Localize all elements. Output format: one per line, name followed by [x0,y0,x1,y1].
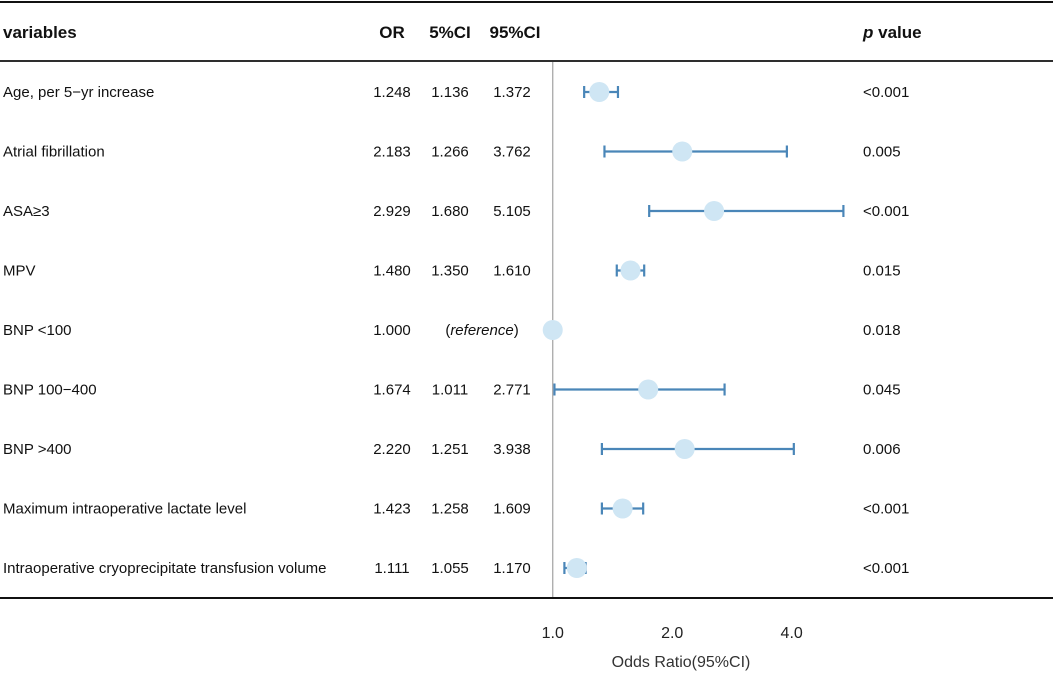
point-estimate [672,141,693,162]
row-upper-ci: 2.771 [493,382,531,399]
x-tick-label: 1.0 [542,625,564,642]
row-p-value: 0.018 [863,322,901,339]
x-tick-label: 2.0 [661,625,683,642]
point-estimate [674,439,695,459]
row-upper-ci: 1.610 [493,263,531,280]
row-p-value: <0.001 [863,84,909,101]
header-upper-ci: 95%CI [489,23,540,42]
row-or: 1.248 [373,84,411,101]
header-lower-ci: 5%CI [429,23,471,42]
row-p-value: 0.006 [863,441,901,458]
reference-open-paren: ( [445,322,450,339]
header-p-italic: p [862,23,873,42]
point-estimate [638,379,659,400]
header-p-rest: value [873,23,921,42]
reference-word: reference [450,322,513,339]
header-variables: variables [3,23,77,42]
row-or: 1.480 [373,263,411,280]
row-lower-ci: 1.011 [432,382,468,399]
row-label: BNP 100−400 [3,382,97,399]
point-estimate [620,260,641,281]
row-or: 2.929 [373,203,411,220]
header-p-value: p value [862,23,922,42]
row-or: 1.000 [373,322,411,339]
row-reference-note: (reference) [445,322,518,339]
x-axis-title: Odds Ratio(95%CI) [612,654,751,671]
row-p-value: <0.001 [863,203,909,220]
x-axis: 1.0 2.0 4.0 Odds Ratio(95%CI) [542,625,803,671]
point-estimate [704,201,725,221]
row-or: 1.423 [373,501,411,518]
row-lower-ci: 1.350 [431,263,469,280]
table-rows: Age, per 5−yr increase 1.248 1.136 1.372 <0.… [3,84,909,577]
row-p-value: 0.045 [863,382,901,399]
row-label: Maximum intraoperative lactate level [3,501,246,518]
row-lower-ci: 1.136 [431,84,469,101]
row-lower-ci: 1.266 [431,144,469,161]
row-or: 2.220 [373,441,411,458]
row-or: 2.183 [373,144,411,161]
x-tick-label: 4.0 [781,625,803,642]
row-label: Atrial fibrillation [3,144,105,161]
plot-area [542,62,845,597]
point-estimate [612,498,633,519]
row-p-value: 0.005 [863,144,901,161]
point-estimate [589,82,610,102]
row-label: Intraoperative cryoprecipitate transfusi… [3,560,327,577]
row-p-value: 0.015 [863,263,901,280]
row-upper-ci: 3.762 [493,144,531,161]
row-upper-ci: 1.609 [493,501,531,518]
header-or: OR [379,23,405,42]
row-label: Age, per 5−yr increase [3,84,154,101]
row-p-value: <0.001 [863,501,909,518]
row-upper-ci: 1.170 [493,560,531,577]
row-lower-ci: 1.055 [431,560,469,577]
row-label: BNP >400 [3,441,72,458]
point-estimate [542,320,563,340]
row-lower-ci: 1.680 [431,203,469,220]
row-p-value: <0.001 [863,560,909,577]
row-label: BNP <100 [3,322,72,339]
reference-close-paren: ) [514,322,519,339]
row-lower-ci: 1.258 [431,501,469,518]
row-label: ASA≥3 [3,203,50,220]
row-upper-ci: 5.105 [493,203,531,220]
row-label: MPV [3,263,36,280]
row-upper-ci: 3.938 [493,441,531,458]
row-upper-ci: 1.372 [493,84,531,101]
row-lower-ci: 1.251 [431,441,469,458]
row-or: 1.674 [373,382,411,399]
row-or: 1.111 [374,560,409,577]
point-estimate [566,558,587,578]
